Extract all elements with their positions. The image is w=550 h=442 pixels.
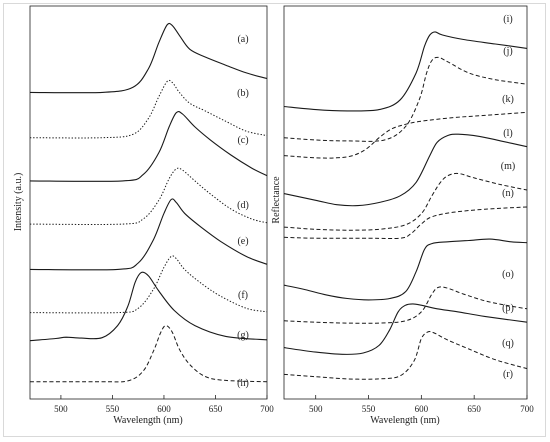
right-series-line-q — [283, 303, 528, 355]
left-series-line-e — [29, 198, 268, 271]
right-series-line-o — [283, 238, 528, 301]
right-y-axis-title: Reflectance — [271, 176, 282, 224]
right-x-tick-label: 550 — [362, 404, 376, 414]
right-series-line-i — [283, 31, 528, 112]
left-series-label-c: (c) — [237, 135, 248, 146]
left-series-label-f: (f) — [238, 290, 248, 301]
right-series-label-n: (n) — [502, 188, 514, 199]
left-series-label-d: (d) — [237, 200, 249, 211]
right-series-label-o: (o) — [502, 269, 514, 280]
right-curves — [283, 31, 528, 380]
left-series-label-e: (e) — [237, 236, 248, 247]
right-x-ticks: 500 550 600 650 700 — [309, 395, 534, 414]
right-x-tick-label: 600 — [415, 404, 429, 414]
left-series-line-c — [29, 110, 268, 182]
left-series-label-b: (b) — [237, 88, 249, 99]
left-series-line-g — [29, 271, 268, 342]
right-x-axis-title: Wavelength (nm) — [370, 415, 439, 426]
right-series-label-j: (j) — [503, 46, 512, 57]
left-series-label-a: (a) — [237, 34, 248, 45]
left-series-label-g: (g) — [237, 330, 249, 341]
right-curve-labels: (i) (j) (k) (l) (m) (n) (o) (p) (q) (r) — [501, 14, 515, 380]
right-series-label-l: (l) — [503, 128, 512, 139]
right-series-line-n — [283, 206, 528, 240]
right-series-label-i: (i) — [503, 14, 512, 25]
right-series-label-q: (q) — [502, 338, 514, 349]
right-series-label-k: (k) — [502, 94, 514, 105]
left-series-line-f — [29, 255, 268, 314]
right-series-line-m — [283, 172, 528, 231]
right-x-tick-label: 650 — [467, 404, 481, 414]
left-curve-labels: (a) (b) (c) (d) (e) (f) (g) (h) — [237, 34, 249, 389]
left-x-ticks: 500 550 600 650 700 — [54, 395, 274, 414]
right-x-tick-label: 700 — [520, 404, 534, 414]
right-series-label-p: (p) — [502, 303, 514, 314]
left-x-tick-label: 700 — [260, 404, 274, 414]
right-series-line-l — [283, 133, 528, 207]
left-series-label-h: (h) — [237, 378, 249, 389]
right-plot-frame — [283, 5, 528, 400]
left-panel: 500 550 600 650 700 (a) (b) (c) (d) (e) (f) (g) (h)… — [13, 5, 274, 426]
right-series-line-k — [283, 111, 528, 159]
left-series-line-d — [29, 167, 268, 225]
left-x-tick-label: 650 — [209, 404, 223, 414]
right-series-label-m: (m) — [501, 161, 515, 172]
right-series-line-j — [283, 56, 528, 142]
right-series-label-r: (r) — [503, 369, 513, 380]
left-series-line-a — [29, 22, 268, 94]
right-panel: 500 550 600 650 700 (i) (j) (k) (l) (m) (n) (o) (p)… — [271, 5, 534, 426]
left-x-tick-label: 500 — [54, 404, 68, 414]
right-x-tick-label: 500 — [309, 404, 323, 414]
left-curves — [29, 22, 268, 383]
left-series-line-h — [29, 325, 268, 383]
left-plot-frame — [29, 5, 268, 400]
figure-frame — [3, 3, 546, 437]
left-y-axis-title: Intensity (a.u.) — [13, 173, 24, 232]
left-x-tick-label: 600 — [157, 404, 171, 414]
left-x-tick-label: 550 — [106, 404, 120, 414]
left-x-axis-title: Wavelength (nm) — [113, 415, 182, 426]
right-series-line-r — [283, 331, 528, 380]
left-series-line-b — [29, 79, 268, 139]
